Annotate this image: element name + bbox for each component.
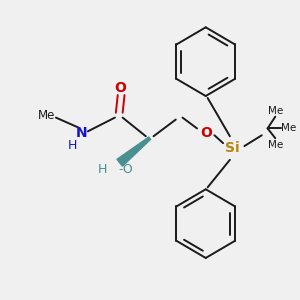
Text: N: N (76, 126, 88, 140)
Text: O: O (115, 81, 127, 95)
Text: H: H (68, 139, 77, 152)
Text: Me: Me (38, 109, 55, 122)
Text: O: O (200, 126, 212, 140)
Text: Si: Si (226, 141, 240, 155)
Text: H: H (98, 163, 107, 176)
Text: Me: Me (268, 140, 283, 150)
Text: Me: Me (268, 106, 283, 116)
Text: -O: -O (118, 163, 133, 176)
Text: Me: Me (281, 123, 296, 134)
Polygon shape (117, 137, 151, 166)
